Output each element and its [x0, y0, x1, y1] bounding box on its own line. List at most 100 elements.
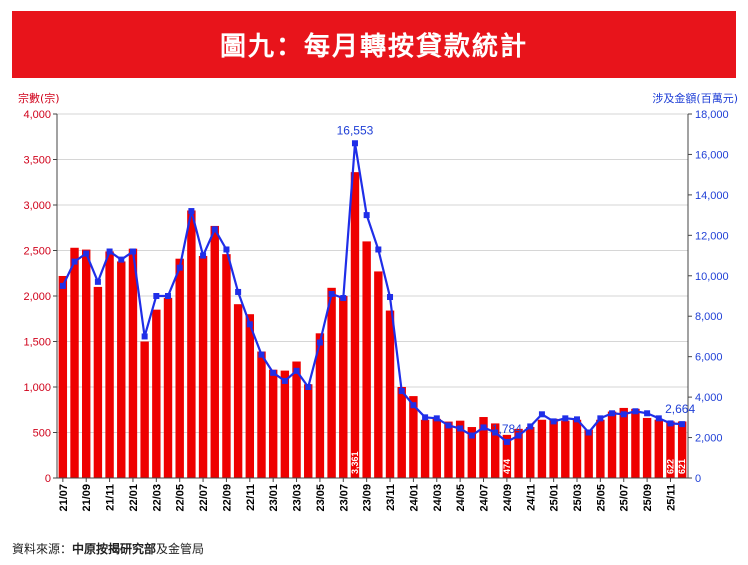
- bar: [82, 249, 91, 478]
- left-axis-tick-label: 1,500: [23, 337, 51, 349]
- x-axis-tick-label: 21/11: [105, 484, 117, 511]
- bar-data-label: 474: [502, 459, 512, 474]
- bar: [385, 310, 395, 478]
- bar: [222, 254, 231, 478]
- line-point: [609, 410, 616, 417]
- left-axis-unit: 宗數(宗): [18, 92, 60, 105]
- bar: [467, 427, 477, 478]
- line-point: [188, 208, 195, 215]
- line-point: [340, 295, 347, 302]
- line-point: [71, 258, 78, 265]
- x-axis-tick-label: 23/11: [385, 484, 397, 511]
- bar: [292, 361, 301, 478]
- line-point: [59, 282, 66, 289]
- line-point: [503, 438, 510, 445]
- right-axis-tick-label: 14,000: [695, 190, 729, 202]
- bar: [187, 210, 196, 478]
- right-axis-tick-label: 4,000: [695, 392, 723, 404]
- x-axis-tick-label: 25/11: [665, 484, 677, 511]
- line-point: [211, 226, 218, 233]
- bar: [490, 423, 500, 478]
- x-axis-tick-label: 22/11: [245, 484, 257, 511]
- bar: [514, 428, 523, 478]
- bar: [327, 287, 336, 478]
- line-point: [235, 288, 242, 295]
- line-point: [597, 415, 604, 422]
- line-point: [351, 140, 358, 147]
- bar: [210, 225, 219, 478]
- line-point: [223, 246, 230, 253]
- x-axis-tick-label: 21/09: [81, 484, 93, 512]
- bar: [117, 261, 126, 478]
- line-point: [106, 248, 113, 255]
- bar: [677, 421, 687, 478]
- source-org: 中原按揭研究部: [72, 542, 157, 556]
- chart-title-banner: 圖九：每月轉按貸款統計: [12, 11, 736, 78]
- line-point: [200, 252, 207, 259]
- line-point: [527, 423, 534, 430]
- line-point: [457, 425, 464, 432]
- line-point: [492, 429, 499, 436]
- bar: [561, 420, 570, 478]
- bar: [339, 296, 348, 478]
- bar: [572, 419, 582, 478]
- right-axis-tick-label: 2,000: [695, 433, 723, 445]
- bar: [526, 427, 535, 478]
- x-axis-tick-label: 24/01: [408, 484, 420, 512]
- x-axis-tick-label: 25/07: [619, 484, 631, 512]
- line-point: [655, 415, 662, 422]
- line-point: [538, 411, 545, 418]
- right-axis-tick-label: 10,000: [695, 271, 729, 283]
- mortgage-refinance-chart: 0 500 1,000 1,500 2,000 2,500 3,000 3,500 4,000 0…: [23, 109, 729, 512]
- bar: [409, 396, 418, 478]
- bar: [93, 286, 103, 478]
- bar-data-label: 622: [665, 459, 675, 474]
- line-point: [468, 432, 475, 439]
- bar: [268, 369, 278, 478]
- line-point: [316, 339, 323, 346]
- source-note: 資料來源：中原按揭研究部及金管局: [12, 540, 204, 557]
- line-point: [165, 293, 172, 299]
- x-axis-tick-label: 24/09: [502, 484, 514, 512]
- line-point: [83, 250, 90, 257]
- bar: [502, 434, 512, 478]
- bar: [233, 304, 243, 478]
- left-axis-tick-label: 1,000: [23, 382, 51, 394]
- source-prefix: 資料來源：: [12, 542, 73, 556]
- line-point: [585, 429, 592, 436]
- bar: [666, 421, 675, 478]
- line-point: [293, 367, 300, 374]
- line-point: [667, 420, 674, 427]
- line-point: [644, 410, 651, 417]
- x-axis-tick-label: 23/07: [338, 484, 350, 512]
- bar: [152, 309, 161, 478]
- bar: [105, 251, 114, 478]
- x-axis-tick-label: 22/07: [198, 484, 210, 512]
- line-point: [632, 408, 639, 415]
- right-axis-tick-label: 8,000: [695, 311, 723, 323]
- bar: [537, 419, 547, 478]
- line-point: [270, 369, 277, 376]
- line-point: [550, 418, 557, 425]
- bar: [362, 241, 371, 478]
- bar: [198, 255, 208, 478]
- bar: [304, 384, 313, 478]
- x-axis-tick-label: 25/09: [642, 484, 654, 512]
- line-point: [141, 333, 148, 340]
- line-point: [433, 415, 440, 422]
- line-data-label: 1,784: [492, 422, 522, 436]
- bar: [315, 333, 325, 478]
- x-axis-tick-label: 24/05: [455, 484, 467, 512]
- chart-title: 圖九：每月轉按貸款統計: [219, 32, 528, 62]
- line-point: [375, 246, 382, 253]
- bar: [654, 419, 663, 478]
- line-point: [129, 248, 136, 255]
- line-point: [573, 416, 580, 423]
- bar: [596, 419, 605, 478]
- line-point: [176, 264, 183, 271]
- bar: [631, 408, 640, 478]
- line-point: [679, 421, 686, 428]
- bar: [549, 418, 558, 478]
- x-axis-tick-label: 22/09: [221, 484, 233, 512]
- bar: [607, 411, 617, 478]
